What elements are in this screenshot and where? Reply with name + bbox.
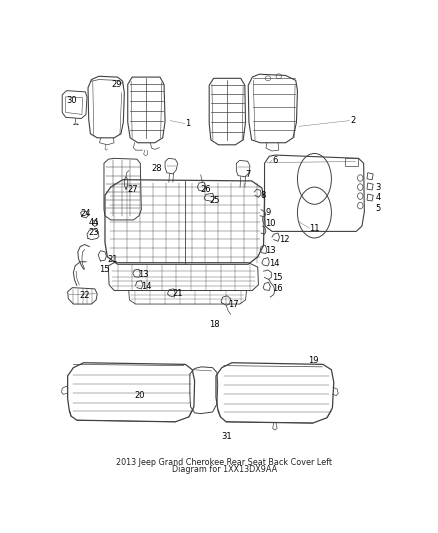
Text: 16: 16 [272,285,283,293]
Text: 24: 24 [80,209,91,218]
Text: 31: 31 [221,432,232,441]
Text: 25: 25 [209,196,220,205]
Text: 8: 8 [260,191,265,200]
Text: 14: 14 [268,259,279,268]
Text: 12: 12 [279,235,289,244]
Text: 28: 28 [152,164,162,173]
Text: 23: 23 [88,228,99,237]
Text: 19: 19 [307,356,318,365]
Text: Diagram for 1XX13DX9AA: Diagram for 1XX13DX9AA [172,465,277,474]
Text: 6: 6 [272,156,277,165]
Text: 21: 21 [173,289,184,298]
Text: 17: 17 [228,300,239,309]
Text: 10: 10 [265,219,276,228]
Text: 18: 18 [209,320,219,329]
Text: 13: 13 [265,246,276,255]
Bar [345,158,358,166]
Text: 30: 30 [67,95,77,104]
Text: 3: 3 [375,183,381,191]
Text: 14: 14 [141,282,152,291]
Text: 11: 11 [309,224,320,232]
Text: 21: 21 [107,255,118,264]
Text: 2: 2 [350,116,355,125]
Text: 13: 13 [138,270,148,279]
Text: 4: 4 [375,193,381,202]
Text: 22: 22 [80,292,90,300]
Text: 15: 15 [272,273,283,282]
Text: 29: 29 [112,80,122,89]
Text: 15: 15 [99,265,110,274]
Text: 26: 26 [201,184,212,193]
Text: 9: 9 [265,208,270,217]
Text: 27: 27 [128,184,138,193]
Text: 2013 Jeep Grand Cherokee Rear Seat Back Cover Left: 2013 Jeep Grand Cherokee Rear Seat Back … [117,458,332,467]
Text: 5: 5 [375,204,381,213]
Text: 44: 44 [88,219,99,227]
Text: 20: 20 [134,391,145,400]
Text: 7: 7 [245,170,250,179]
Text: 1: 1 [185,119,191,128]
